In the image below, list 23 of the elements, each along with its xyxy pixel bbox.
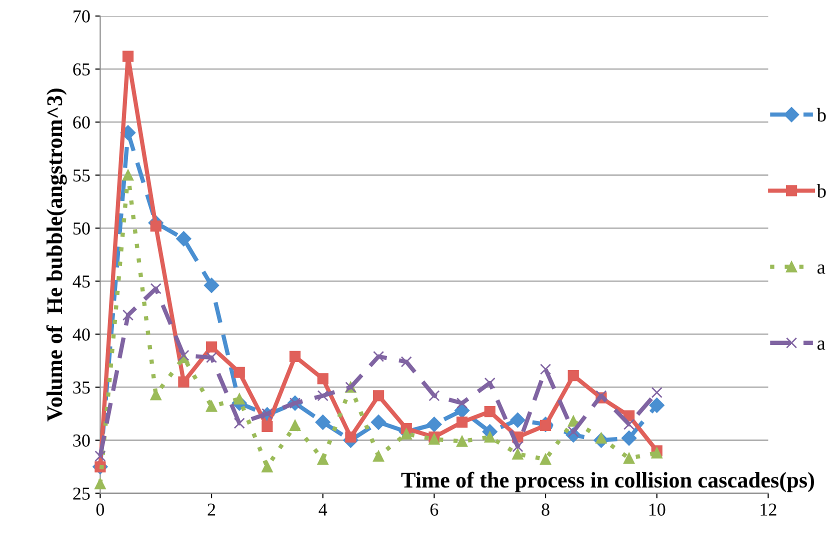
y-tick-label: 60 <box>73 116 90 129</box>
y-tick-label: 45 <box>72 276 90 288</box>
legend-label: a <box>817 340 826 350</box>
y-tick-label: 30 <box>73 434 90 447</box>
legend-label: a <box>817 264 826 274</box>
legend-label: b <box>816 184 826 198</box>
x-tick-label: 4 <box>318 504 328 516</box>
x-axis-title: Time of the process in collision cascades(ps) <box>401 472 814 492</box>
y-tick-label: 40 <box>72 328 90 341</box>
x-tick-label: 0 <box>96 504 104 516</box>
x-tick-label: 10 <box>649 504 666 516</box>
x-tick-label: 12 <box>760 504 776 516</box>
y-tick-label: 25 <box>73 488 90 500</box>
x-tick-label: 2 <box>208 504 216 516</box>
x-tick-label: 8 <box>542 504 550 516</box>
x-tick-label: 6 <box>430 504 438 516</box>
y-tick-label: 50 <box>73 222 90 235</box>
legend-label: b <box>816 108 826 122</box>
y-tick-label: 65 <box>73 63 90 76</box>
y-tick-label: 70 <box>74 10 90 22</box>
y-axis-title: Volume of He bubble(angstrom^3) <box>46 88 67 422</box>
y-tick-label: 55 <box>73 170 90 182</box>
y-tick-label: 35 <box>73 382 90 394</box>
